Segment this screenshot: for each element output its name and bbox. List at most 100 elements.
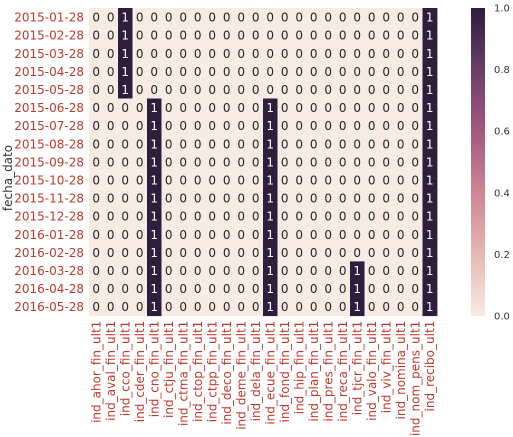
heatmap-cell-label: 0	[194, 137, 202, 151]
heatmap-cell-label: 0	[179, 137, 187, 151]
heatmap-cell	[364, 225, 380, 244]
heatmap-cell-label: 0	[237, 192, 245, 206]
heatmap-cell	[190, 8, 206, 27]
heatmap-cell-label: 0	[295, 192, 303, 206]
heatmap-cell	[103, 297, 119, 317]
heatmap-cell-label: 0	[310, 246, 318, 260]
heatmap-cell-label: 0	[223, 47, 231, 61]
heatmap-cell	[306, 98, 322, 117]
heatmap-cell	[219, 297, 235, 317]
heatmap-cell-label: 0	[194, 228, 202, 242]
heatmap-cell	[147, 62, 162, 81]
heatmap-cell-label: 0	[382, 101, 390, 115]
heatmap-cell	[147, 44, 162, 63]
heatmap-cell-label: 0	[281, 173, 289, 187]
heatmap-cell	[321, 62, 336, 81]
heatmap-cell	[234, 170, 249, 190]
heatmap-cell	[263, 62, 278, 81]
heatmap-cell-label: 0	[252, 137, 260, 151]
heatmap-cell	[176, 261, 191, 280]
heatmap-cell	[234, 225, 249, 244]
x-tick-label: ind_ctpp_fin_ult1	[205, 321, 219, 423]
heatmap-cell-label: 0	[136, 29, 144, 43]
heatmap-cell-label: 0	[324, 192, 332, 206]
heatmap-cell	[103, 189, 119, 208]
heatmap-cell-label: 0	[121, 228, 129, 242]
heatmap-cell-label: 1	[353, 282, 361, 296]
heatmap-cell	[306, 297, 322, 317]
heatmap-cell	[248, 80, 264, 99]
heatmap-cell	[364, 279, 380, 298]
heatmap-cell	[364, 80, 380, 99]
heatmap-cell-label: 0	[252, 210, 260, 224]
heatmap-cell	[147, 225, 162, 244]
heatmap-cell-label: 0	[397, 246, 405, 260]
heatmap-cell	[161, 98, 177, 117]
heatmap-cell-label: 0	[237, 246, 245, 260]
heatmap-cell	[306, 8, 322, 27]
heatmap-cell	[422, 279, 438, 298]
heatmap-cell	[422, 243, 438, 262]
heatmap-cell	[306, 207, 322, 226]
heatmap-cell	[234, 62, 249, 81]
heatmap-cell	[219, 44, 235, 63]
heatmap-cell-label: 0	[281, 228, 289, 242]
heatmap-cell	[248, 134, 264, 154]
heatmap-cell	[89, 8, 104, 27]
heatmap-cell-label: 0	[107, 228, 115, 242]
colorbar-ticks: 0.0 0.2 0.4 0.6 0.8 1.0	[494, 4, 510, 323]
heatmap-cell	[306, 134, 322, 154]
heatmap-cell-label: 0	[252, 155, 260, 169]
heatmap-cell-label: 0	[368, 300, 376, 314]
heatmap-cell-label: 0	[411, 300, 419, 314]
heatmap-cell-label: 1	[426, 29, 434, 43]
heatmap-cell-label: 0	[281, 11, 289, 25]
y-tick-label: 2015-12-28	[14, 210, 84, 224]
heatmap-cell-label: 0	[411, 47, 419, 61]
heatmap-cell-label: 0	[194, 101, 202, 115]
heatmap-cell-label: 0	[107, 101, 115, 115]
heatmap-cell	[422, 62, 438, 81]
heatmap-cell	[147, 152, 162, 172]
heatmap-cell	[408, 134, 423, 154]
heatmap-cell	[277, 62, 293, 81]
heatmap-cell-label: 0	[92, 155, 100, 169]
heatmap-cell-label: 0	[368, 101, 376, 115]
heatmap-cell-label: 0	[194, 155, 202, 169]
heatmap-cell-label: 1	[426, 264, 434, 278]
heatmap-cell-label: 0	[107, 192, 115, 206]
heatmap-cell-label: 0	[107, 83, 115, 97]
heatmap-cell	[205, 261, 220, 280]
heatmap-cell	[132, 116, 148, 136]
heatmap-cell	[161, 261, 177, 280]
heatmap-cell	[408, 80, 423, 99]
heatmap-cell	[277, 44, 293, 63]
heatmap-cell	[277, 8, 293, 27]
heatmap-cell-label: 0	[165, 300, 173, 314]
y-tick-label: 2015-06-28	[14, 101, 84, 115]
heatmap-cell	[176, 98, 191, 117]
heatmap-cell	[277, 116, 293, 136]
x-tick-label: ind_plan_fin_ult1	[307, 321, 321, 422]
heatmap-cell-label: 0	[411, 282, 419, 296]
y-tick-label: 2016-03-28	[14, 264, 84, 278]
heatmap-cell	[263, 98, 278, 117]
heatmap-cell-label: 0	[266, 47, 274, 61]
heatmap-cell	[321, 279, 336, 298]
heatmap-cell-label: 0	[339, 101, 347, 115]
heatmap-cell	[103, 225, 119, 244]
heatmap-cell-label: 0	[92, 210, 100, 224]
heatmap-cell-label: 0	[165, 119, 173, 133]
heatmap-cell	[292, 297, 307, 317]
heatmap-cell	[205, 116, 220, 136]
heatmap-cell	[248, 279, 264, 298]
heatmap-cell	[103, 261, 119, 280]
x-tick-label: ind_hip_fin_ult1	[292, 321, 306, 415]
heatmap-cell	[350, 297, 365, 317]
heatmap-cell	[350, 98, 365, 117]
heatmap-cell	[350, 207, 365, 226]
heatmap-cell-label: 0	[339, 11, 347, 25]
heatmap-cell	[263, 134, 278, 154]
heatmap-cell	[277, 225, 293, 244]
